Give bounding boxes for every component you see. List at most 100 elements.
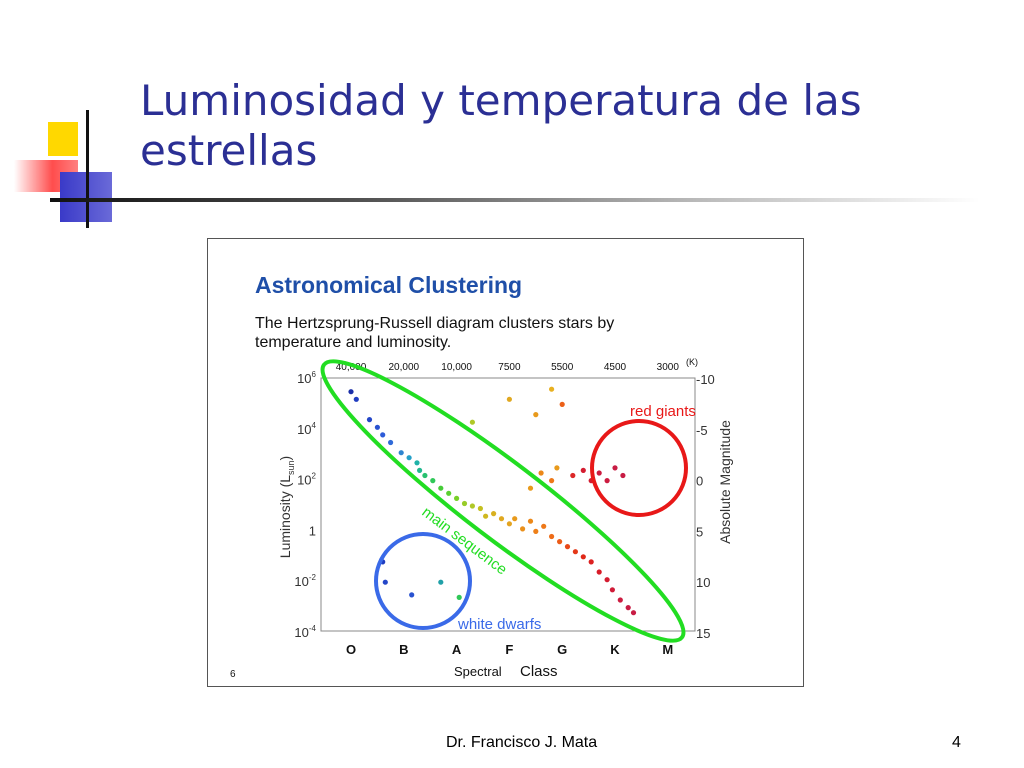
hr-diagram-figure: Astronomical Clustering The Hertzsprung-… <box>207 238 804 687</box>
star-point <box>398 450 404 456</box>
y-axis-left-title-sub: sun <box>286 460 296 475</box>
star-point <box>506 521 512 527</box>
top-tick-label: 4500 <box>604 362 627 373</box>
left-axis-ticks: 106 104 102 1 10-2 10-4 <box>294 370 316 640</box>
vertical-line <box>86 110 89 228</box>
star-point <box>498 516 505 522</box>
star-point <box>438 579 444 585</box>
main-sequence-ellipse <box>320 359 686 643</box>
right-axis-ticks: -10 -5 0 5 10 15 <box>696 372 715 641</box>
figure-subtitle-line2: temperature and luminosity. <box>255 334 451 351</box>
top-tick-label: 3000 <box>657 362 680 373</box>
star-point <box>422 472 428 479</box>
star-point <box>461 500 468 507</box>
star-point <box>527 518 534 524</box>
star-point <box>538 470 544 476</box>
right-tick-label: -10 <box>696 372 715 387</box>
y-axis-left-title-end: ) <box>277 456 293 461</box>
footer-author: Dr. Francisco J. Mata <box>446 734 598 751</box>
left-tick-label: 10-2 <box>294 573 316 589</box>
star-point <box>506 396 512 402</box>
star-point <box>604 577 610 583</box>
hr-diagram-svg: Astronomical Clustering The Hertzsprung-… <box>230 272 733 680</box>
star-point <box>353 396 359 402</box>
x-category-label: O <box>346 642 356 657</box>
white-dwarfs-label: white dwarfs <box>457 616 541 633</box>
top-tick-label: 10,000 <box>441 362 472 373</box>
x-category-label: M <box>662 642 673 657</box>
x-category-label: A <box>452 642 462 657</box>
left-tick-label: 104 <box>297 421 316 437</box>
star-point <box>620 472 626 479</box>
title-rule <box>50 198 980 202</box>
x-category-label: F <box>505 642 513 657</box>
star-point <box>406 455 412 461</box>
top-tick-label: 20,000 <box>389 362 420 373</box>
star-point <box>454 495 460 501</box>
star-point <box>456 594 462 600</box>
star-point <box>625 605 631 611</box>
star-point <box>366 417 373 423</box>
star-point <box>554 465 560 471</box>
main-sequence-label: main sequence <box>419 504 510 579</box>
star-point <box>409 592 415 598</box>
left-tick-label: 102 <box>297 472 316 488</box>
right-tick-label: 5 <box>696 524 703 539</box>
star-point <box>380 432 386 438</box>
star-point <box>438 485 444 491</box>
star-point <box>549 386 555 392</box>
right-tick-label: -5 <box>696 423 708 438</box>
star-point <box>374 424 380 430</box>
x-category-label: B <box>399 642 408 657</box>
star-point <box>580 554 586 560</box>
star-point <box>612 465 618 471</box>
star-point <box>414 460 420 466</box>
top-axis-ticks: 40,000 20,000 10,000 7500 5500 4500 3000 <box>336 362 680 373</box>
star-point <box>417 467 423 473</box>
star-point <box>430 478 436 484</box>
star-point <box>388 439 394 446</box>
star-point <box>491 511 497 517</box>
slide-title: Luminosidad y temperatura de las estrell… <box>140 76 862 175</box>
star-point <box>533 528 539 534</box>
star-point <box>527 485 534 491</box>
star-point <box>512 516 518 522</box>
figure-heading: Astronomical Clustering <box>255 272 522 298</box>
star-point <box>469 503 475 509</box>
star-point <box>557 539 563 545</box>
star-point <box>541 523 547 529</box>
star-point <box>596 569 602 575</box>
star-point <box>588 559 594 565</box>
star-point <box>564 544 571 550</box>
left-tick-label: 106 <box>297 370 316 386</box>
white-dwarfs-circle <box>374 532 472 630</box>
star-point <box>549 533 555 540</box>
left-tick-label: 10-4 <box>294 624 316 640</box>
y-axis-left-title: Luminosity (Lsun) <box>277 456 296 558</box>
plot-frame <box>320 377 696 632</box>
star-point <box>596 470 602 476</box>
star-point <box>617 597 623 603</box>
x-category-label: K <box>610 642 620 657</box>
star-point <box>572 549 578 555</box>
left-tick-label: 1 <box>309 523 316 538</box>
top-tick-label: 7500 <box>498 362 521 373</box>
red-giants-circle <box>590 419 688 517</box>
top-axis-unit: (K) <box>686 357 698 367</box>
y-axis-right-title: Absolute Magnitude <box>717 420 733 544</box>
x-axis-title-part1: Spectral <box>454 664 502 679</box>
star-points <box>348 386 637 616</box>
star-point <box>469 419 475 425</box>
right-tick-label: 0 <box>696 474 703 489</box>
corner-logo <box>0 100 140 230</box>
star-point <box>549 478 555 484</box>
star-point <box>477 505 483 512</box>
star-point <box>533 412 539 418</box>
star-point <box>630 610 637 616</box>
red-giants-label: red giants <box>630 403 696 420</box>
yellow-square <box>48 122 78 156</box>
star-point <box>483 513 489 519</box>
top-tick-label: 5500 <box>551 362 574 373</box>
x-axis-title-part2: Class <box>520 663 558 680</box>
right-tick-label: 15 <box>696 626 710 641</box>
